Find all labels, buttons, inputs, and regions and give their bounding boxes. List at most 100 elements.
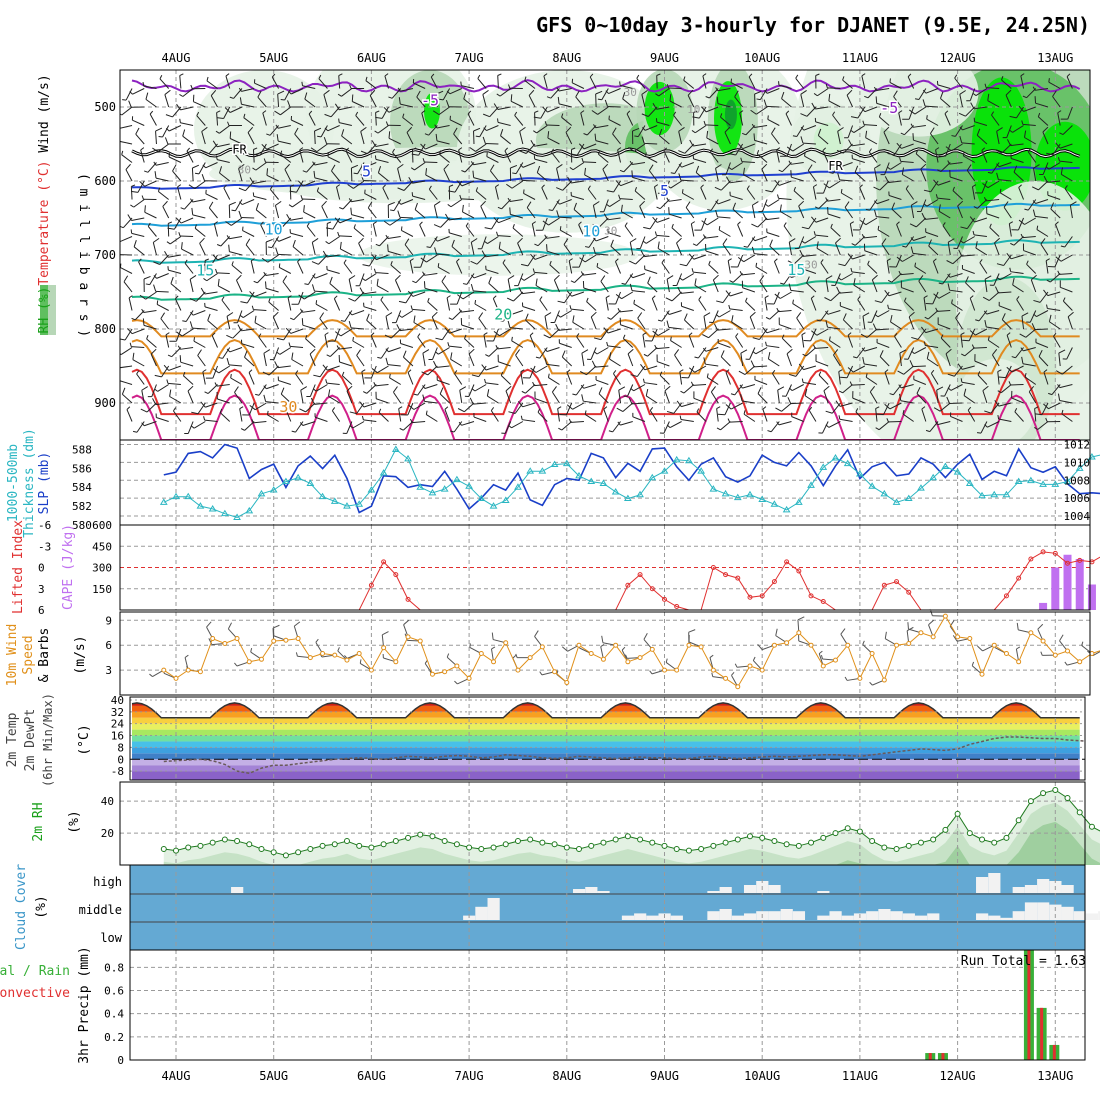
wind-barb — [182, 249, 194, 255]
wind-barb — [766, 346, 779, 348]
rh-marker — [271, 850, 276, 855]
wind-speed-marker — [577, 643, 581, 647]
wind-barb — [148, 226, 156, 236]
wind-barb-flag — [395, 275, 400, 280]
wind-barb-flag — [442, 276, 446, 282]
wind-barb-flag — [267, 411, 268, 415]
wind-barb — [547, 348, 559, 352]
wind-barb — [782, 338, 791, 347]
wind-barb — [449, 346, 462, 347]
wind-speed-marker — [931, 635, 935, 639]
wind-barb-flag — [192, 208, 193, 215]
wind-barb-flag — [560, 226, 561, 230]
wind-barb — [728, 261, 730, 274]
wind-barb-flag — [728, 259, 731, 261]
cloud-bar — [1062, 885, 1074, 893]
wind-barb-flag — [273, 312, 278, 317]
cloud-bar — [573, 889, 585, 893]
date-tick-label: 5AUG — [259, 1069, 288, 1083]
wind-barb — [180, 123, 193, 126]
wind-speed-marker — [748, 664, 752, 668]
wind-barb-flag — [399, 315, 402, 317]
wind-barb-flag — [146, 284, 150, 285]
wind-barb — [145, 181, 157, 186]
wind-barb-flag — [155, 375, 162, 376]
date-tick-label: 12AUG — [940, 51, 976, 65]
wind-barb — [156, 291, 169, 292]
wind-barb — [650, 218, 657, 229]
wind-speed-marker — [443, 670, 447, 674]
wind-barb — [454, 422, 462, 433]
wind-barb-flag — [826, 411, 833, 413]
wind-barb-flag — [165, 251, 169, 257]
wind-barb — [462, 325, 474, 329]
wind-barb — [545, 316, 547, 329]
wind-barb — [455, 374, 462, 385]
wind-barb-flag — [408, 405, 413, 409]
wind-barb-flag — [438, 263, 439, 267]
wind-barb — [224, 188, 230, 200]
wind-barb — [511, 422, 522, 428]
rh-marker — [1004, 835, 1009, 840]
wind-barb-flag — [929, 620, 934, 625]
cloud-bar — [231, 887, 243, 893]
wind-barb-flag — [255, 394, 259, 395]
wind-speed-marker — [272, 639, 276, 643]
wind-barb-flag — [266, 281, 267, 288]
cloud-bar — [1025, 902, 1037, 920]
wind-barb-flag — [662, 260, 664, 263]
precip-axis-label: 3hr Precip (mm) — [77, 946, 92, 1063]
wind-barb — [709, 265, 719, 274]
wind-barb-flag — [796, 75, 798, 78]
rh-marker — [210, 840, 215, 845]
wind-barb-flag — [521, 416, 522, 420]
wind-barb — [426, 415, 437, 422]
wind-barb — [122, 394, 132, 403]
rh-marker — [747, 834, 752, 839]
wind-barb — [767, 232, 779, 236]
wind-barb-flag — [231, 374, 232, 378]
wind-barb — [253, 422, 266, 423]
wind-barb — [147, 339, 157, 348]
wind-barb-flag — [498, 74, 502, 76]
y-axis-label-part: RH (%) — [37, 287, 52, 334]
wind-barb — [583, 162, 596, 163]
wind-barb — [564, 292, 571, 303]
wind-barb — [576, 385, 584, 396]
rh-marker — [381, 842, 386, 847]
isotherm-label: 10 — [582, 223, 600, 241]
wind-barb — [736, 337, 743, 348]
wind-barb-flag — [558, 428, 562, 430]
wind-barb-flag — [349, 275, 355, 279]
wind-barb — [198, 403, 205, 414]
date-tick-label: 7AUG — [455, 1069, 484, 1083]
slp-tick-label: 1006 — [1064, 492, 1091, 505]
wind-barb-flag — [741, 394, 742, 401]
wind-barb — [278, 254, 291, 255]
wind-barb-flag — [327, 222, 331, 223]
wind-barb-flag — [190, 275, 196, 279]
wind-barb — [183, 89, 193, 97]
wind-barb — [161, 319, 169, 329]
wind-barb — [423, 353, 425, 366]
wind-barb-flag — [777, 308, 779, 312]
wind-barb-flag — [216, 269, 217, 273]
wind-barb — [667, 279, 669, 292]
wind-barb — [595, 366, 608, 367]
wind-barb-flag — [601, 276, 605, 282]
wind-barb — [126, 89, 132, 101]
wind-barb-flag — [255, 316, 256, 323]
wind-barb — [665, 391, 669, 403]
wind-barb-flag — [440, 388, 443, 394]
wind-barb-flag — [153, 238, 159, 242]
li-tick-label: 0 — [38, 562, 45, 575]
wind-barb-flag — [191, 85, 192, 89]
wind-speed-marker — [833, 658, 837, 662]
cape-bar — [1088, 585, 1096, 611]
wind-barb-flag — [128, 215, 132, 221]
cape-tick-label: 150 — [92, 583, 112, 596]
wind-barb-flag — [485, 355, 489, 357]
y-axis-label-part: Speed — [21, 635, 36, 674]
wind-speed-marker — [675, 668, 679, 672]
